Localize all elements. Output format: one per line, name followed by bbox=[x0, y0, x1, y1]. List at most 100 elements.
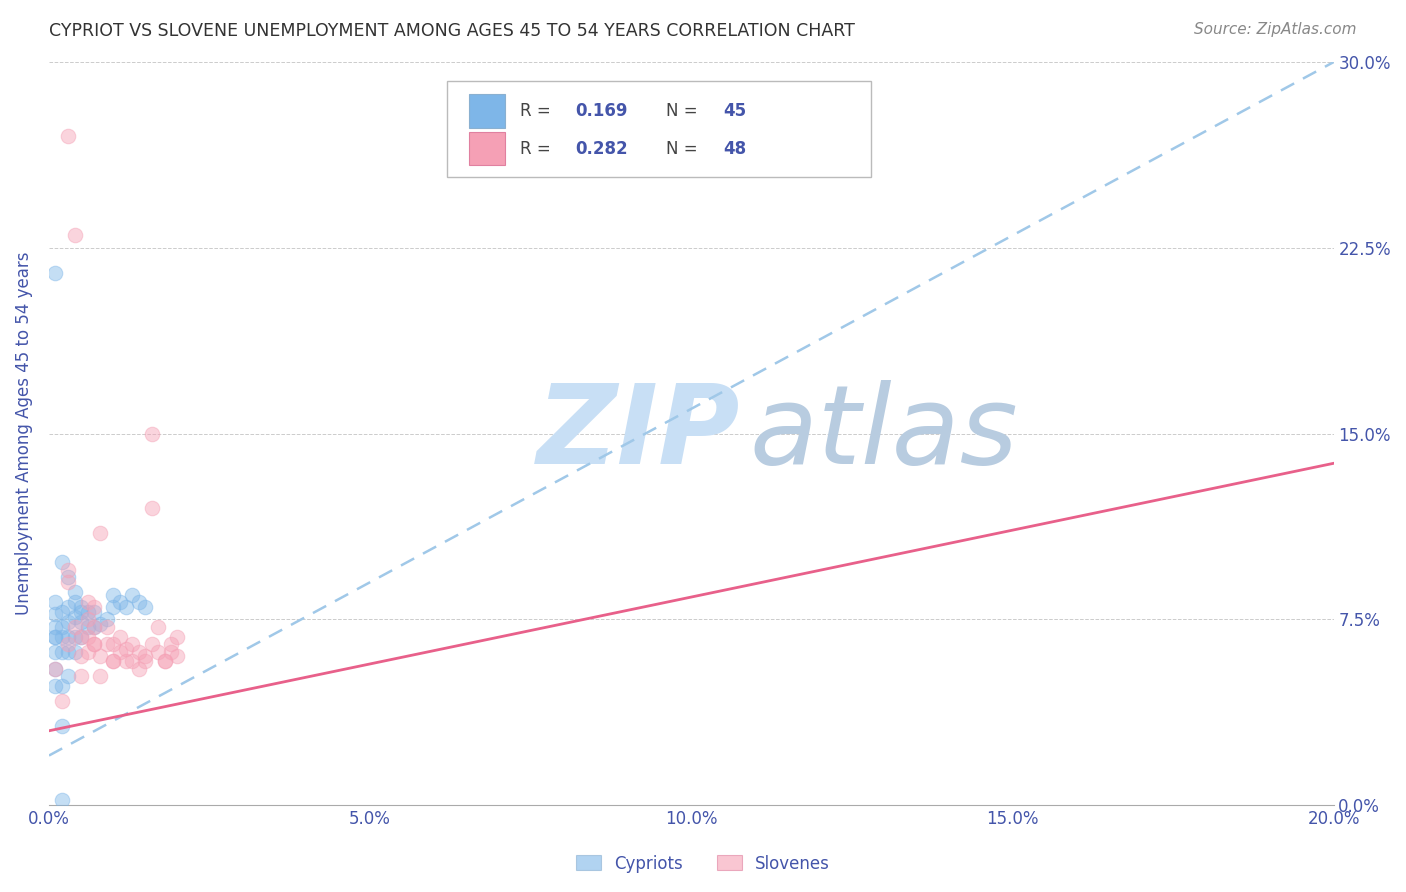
Point bbox=[76, 605, 98, 619]
Point bbox=[128, 662, 150, 676]
Point bbox=[121, 588, 143, 602]
Point bbox=[153, 655, 176, 669]
FancyBboxPatch shape bbox=[470, 132, 505, 165]
Point bbox=[63, 595, 86, 609]
Point bbox=[103, 655, 125, 669]
Point bbox=[58, 644, 80, 658]
Point bbox=[153, 655, 176, 669]
Point bbox=[160, 644, 183, 658]
Point bbox=[70, 630, 93, 644]
Text: Source: ZipAtlas.com: Source: ZipAtlas.com bbox=[1194, 22, 1357, 37]
Point bbox=[44, 620, 66, 634]
Point bbox=[115, 642, 138, 657]
Point bbox=[58, 599, 80, 614]
Point bbox=[128, 595, 150, 609]
Point bbox=[115, 599, 138, 614]
Point bbox=[44, 662, 66, 676]
Point bbox=[141, 637, 163, 651]
Point bbox=[58, 630, 80, 644]
Point bbox=[103, 599, 125, 614]
Point bbox=[44, 644, 66, 658]
Point bbox=[134, 649, 156, 664]
Text: 48: 48 bbox=[723, 140, 747, 158]
Point bbox=[89, 649, 111, 664]
Point bbox=[44, 630, 66, 644]
Point bbox=[63, 585, 86, 599]
Point bbox=[89, 617, 111, 632]
Point bbox=[70, 599, 93, 614]
Point bbox=[63, 228, 86, 243]
Text: 45: 45 bbox=[723, 103, 747, 120]
Point bbox=[70, 630, 93, 644]
Point bbox=[58, 669, 80, 683]
Text: 0.282: 0.282 bbox=[575, 140, 628, 158]
Point bbox=[44, 607, 66, 622]
Point bbox=[141, 426, 163, 441]
Text: 0.169: 0.169 bbox=[575, 103, 628, 120]
Point bbox=[51, 644, 73, 658]
Point bbox=[76, 630, 98, 644]
Point bbox=[96, 612, 118, 626]
Point bbox=[58, 129, 80, 144]
Point bbox=[70, 669, 93, 683]
Text: atlas: atlas bbox=[749, 380, 1018, 487]
Point bbox=[51, 555, 73, 569]
Point bbox=[146, 620, 169, 634]
Text: ZIP: ZIP bbox=[537, 380, 741, 487]
Point bbox=[58, 570, 80, 584]
Legend: Cypriots, Slovenes: Cypriots, Slovenes bbox=[569, 848, 837, 880]
Point bbox=[134, 655, 156, 669]
Point bbox=[166, 649, 188, 664]
Point bbox=[89, 669, 111, 683]
Point bbox=[96, 620, 118, 634]
Point bbox=[141, 500, 163, 515]
Point bbox=[58, 563, 80, 577]
Point bbox=[121, 655, 143, 669]
Point bbox=[63, 610, 86, 624]
Point bbox=[89, 525, 111, 540]
Point bbox=[51, 605, 73, 619]
Point bbox=[51, 719, 73, 733]
Point bbox=[103, 588, 125, 602]
Point bbox=[51, 694, 73, 708]
Point bbox=[134, 599, 156, 614]
Point bbox=[146, 644, 169, 658]
Point bbox=[96, 637, 118, 651]
Point bbox=[76, 612, 98, 626]
Point bbox=[83, 620, 105, 634]
Point bbox=[76, 595, 98, 609]
Point bbox=[103, 637, 125, 651]
Point bbox=[63, 644, 86, 658]
Point bbox=[83, 637, 105, 651]
Point bbox=[83, 620, 105, 634]
Text: CYPRIOT VS SLOVENE UNEMPLOYMENT AMONG AGES 45 TO 54 YEARS CORRELATION CHART: CYPRIOT VS SLOVENE UNEMPLOYMENT AMONG AG… bbox=[49, 22, 855, 40]
Point bbox=[51, 679, 73, 693]
Point bbox=[51, 620, 73, 634]
Point bbox=[108, 630, 131, 644]
Point bbox=[83, 605, 105, 619]
Point bbox=[44, 662, 66, 676]
Point bbox=[108, 595, 131, 609]
Point bbox=[121, 637, 143, 651]
Point bbox=[83, 599, 105, 614]
Point bbox=[83, 637, 105, 651]
Point bbox=[108, 644, 131, 658]
Point bbox=[44, 266, 66, 280]
Point bbox=[51, 630, 73, 644]
Text: R =: R = bbox=[520, 103, 557, 120]
Point bbox=[51, 793, 73, 807]
Point bbox=[58, 615, 80, 629]
Point bbox=[115, 655, 138, 669]
Point bbox=[44, 595, 66, 609]
Point bbox=[58, 575, 80, 590]
Point bbox=[63, 630, 86, 644]
Point bbox=[160, 637, 183, 651]
Text: R =: R = bbox=[520, 140, 557, 158]
Text: N =: N = bbox=[665, 140, 703, 158]
Point bbox=[76, 644, 98, 658]
FancyBboxPatch shape bbox=[447, 80, 872, 178]
Y-axis label: Unemployment Among Ages 45 to 54 years: Unemployment Among Ages 45 to 54 years bbox=[15, 252, 32, 615]
Point bbox=[63, 620, 86, 634]
FancyBboxPatch shape bbox=[470, 95, 505, 128]
Point bbox=[103, 655, 125, 669]
